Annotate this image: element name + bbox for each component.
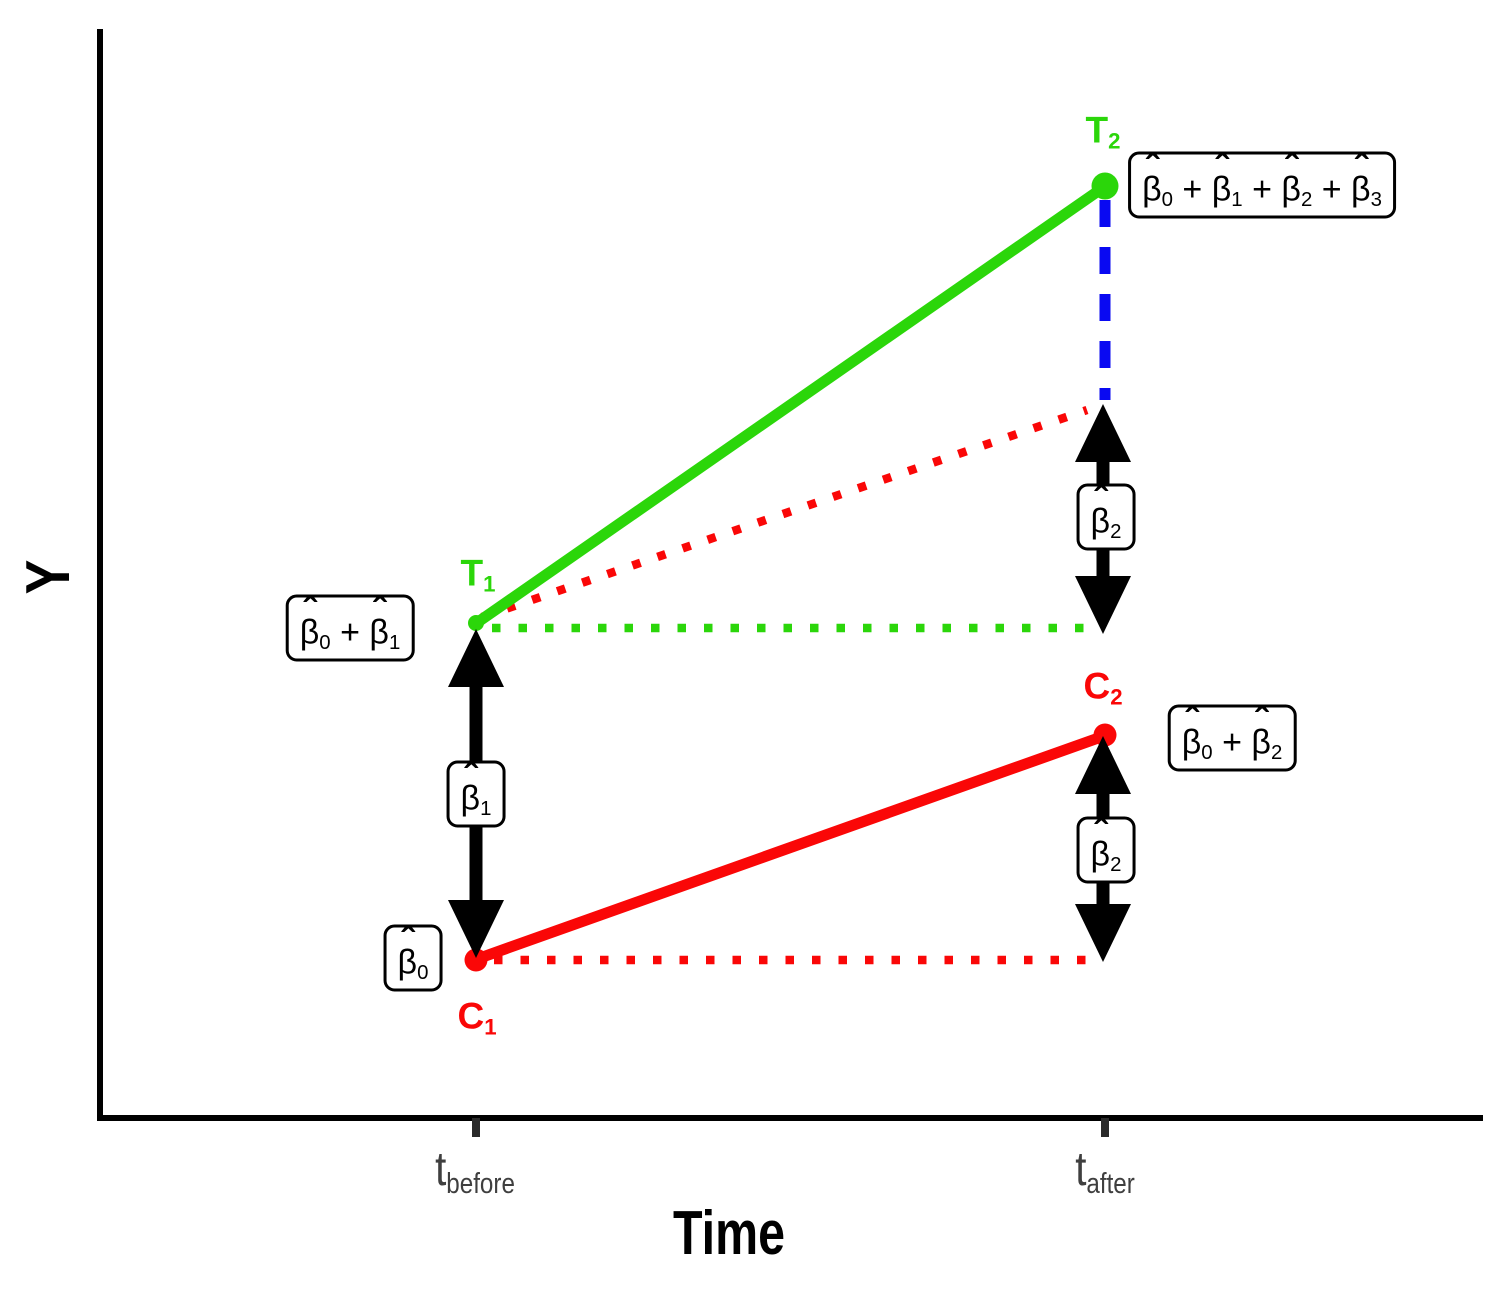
point-T2 <box>1091 172 1119 200</box>
beta1-arrow-head-down <box>448 900 504 958</box>
point-label-T2: T2 <box>1085 109 1121 154</box>
x-axis-title: Time <box>672 1199 786 1268</box>
axes <box>97 29 1483 1137</box>
control-line <box>471 730 1110 965</box>
x-tick-label-tafter: tafter <box>1075 1143 1135 1201</box>
beta1-arrow-head-up <box>448 629 504 687</box>
point-label-C1: C1 <box>457 995 497 1040</box>
beta2-upper-arrow-head-down <box>1075 576 1131 634</box>
point-label-T1: T1 <box>460 552 496 597</box>
counterfactual-dotted-line <box>480 405 1089 622</box>
beta2-lower-arrow-head-up <box>1075 736 1131 794</box>
beta2-upper-arrow-head-up <box>1075 404 1131 462</box>
treatment-line <box>472 181 1110 628</box>
point-T1 <box>468 615 484 631</box>
point-label-C2: C2 <box>1083 665 1123 710</box>
point-C2 <box>1093 723 1117 747</box>
point-C1 <box>464 948 488 972</box>
x-tick-label-tbefore: tbefore <box>435 1143 515 1201</box>
beta2-lower-arrow-head-down <box>1075 904 1131 962</box>
y-axis-title: Y <box>14 559 83 595</box>
